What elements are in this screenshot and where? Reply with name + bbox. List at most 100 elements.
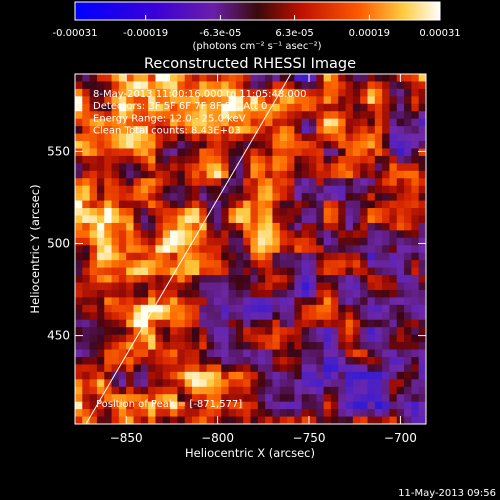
heatmap-cell <box>250 379 259 388</box>
heatmap-cell <box>177 103 186 112</box>
heatmap-cell <box>382 252 390 261</box>
heatmap-cell <box>382 409 390 417</box>
heatmap-cell <box>235 282 244 291</box>
heatmap-cell <box>82 178 91 187</box>
heatmap-cell <box>338 260 346 269</box>
heatmap-cell <box>279 208 288 216</box>
heatmap-cell <box>104 327 112 336</box>
heatmap-cell <box>111 178 120 187</box>
heatmap-cell <box>257 88 266 97</box>
heatmap-cell <box>133 155 142 164</box>
heatmap-cell <box>323 155 332 164</box>
heatmap-cell <box>221 394 229 403</box>
heatmap-cell <box>360 111 368 120</box>
heatmap-cell <box>279 193 288 201</box>
y-tick-label: 450 <box>47 329 70 343</box>
heatmap-cell <box>118 74 127 82</box>
heatmap-cell <box>265 297 273 306</box>
heatmap-cell <box>352 141 361 149</box>
heatmap-cell <box>287 401 295 410</box>
heatmap-cell <box>96 327 105 336</box>
heatmap-cell <box>89 379 98 388</box>
heatmap-cell <box>206 356 215 365</box>
heatmap-cell <box>235 185 244 194</box>
heatmap-cell <box>235 356 244 365</box>
heatmap-cell <box>279 230 288 239</box>
heatmap-cell <box>389 237 398 246</box>
heatmap-cell <box>294 215 303 224</box>
heatmap-cell <box>155 118 164 127</box>
heatmap-cell <box>250 193 259 201</box>
heatmap-cell <box>374 356 383 365</box>
heatmap-cell <box>257 208 266 216</box>
heatmap-cell <box>265 260 273 269</box>
heatmap-cell <box>228 178 237 187</box>
heatmap-cell <box>316 230 325 239</box>
heatmap-cell <box>294 327 303 336</box>
heatmap-cell <box>265 409 273 417</box>
heatmap-cell <box>228 356 237 365</box>
heatmap-cell <box>330 148 339 157</box>
heatmap-cell <box>184 327 193 336</box>
heatmap-cell <box>257 230 266 239</box>
heatmap-cell <box>352 289 361 298</box>
heatmap-cell <box>235 155 244 164</box>
heatmap-cell <box>301 222 310 231</box>
heatmap-cell <box>411 126 420 134</box>
heatmap-cell <box>418 88 426 97</box>
heatmap-cell <box>96 401 105 410</box>
heatmap-cell <box>104 356 112 365</box>
heatmap-cell <box>184 401 193 410</box>
heatmap-cell <box>257 371 266 380</box>
heatmap-cell <box>199 133 208 142</box>
heatmap-cell <box>140 111 149 120</box>
heatmap-cell <box>199 118 208 127</box>
heatmap-cell <box>75 155 83 164</box>
heatmap-cell <box>89 222 98 231</box>
heatmap-cell <box>118 282 127 291</box>
heatmap-cell <box>82 148 91 157</box>
heatmap-cell <box>111 118 120 127</box>
heatmap-cell <box>316 126 325 134</box>
heatmap-cell <box>140 103 149 112</box>
heatmap-cell <box>177 260 186 269</box>
heatmap-cell <box>301 289 310 298</box>
heatmap-cell <box>221 222 229 231</box>
heatmap-cell <box>104 342 112 350</box>
heatmap-cell <box>411 222 420 231</box>
heatmap-cell <box>140 334 149 343</box>
heatmap-cell <box>89 297 98 306</box>
heatmap-cell <box>104 245 112 254</box>
heatmap-cell <box>265 178 273 187</box>
heatmap-cell <box>82 96 91 105</box>
heatmap-cell <box>287 155 295 164</box>
heatmap-cell <box>213 327 222 336</box>
heatmap-cell <box>148 364 156 373</box>
heatmap-cell <box>96 111 105 120</box>
heatmap-cell <box>96 193 105 201</box>
heatmap-cell <box>118 371 127 380</box>
heatmap-cell <box>162 118 171 127</box>
heatmap-cell <box>389 356 398 365</box>
heatmap-cell <box>279 155 288 164</box>
heatmap-cell <box>192 81 200 90</box>
heatmap-cell <box>221 96 229 105</box>
heatmap-cell <box>411 334 420 343</box>
heatmap-cell <box>404 319 412 328</box>
heatmap-cell <box>177 349 186 358</box>
heatmap-cell <box>235 126 244 134</box>
heatmap-cell <box>323 356 332 365</box>
heatmap-cell <box>418 185 426 194</box>
heatmap-cell <box>418 200 426 209</box>
heatmap-cell <box>75 252 83 261</box>
heatmap-cell <box>287 252 295 261</box>
heatmap-cell <box>118 297 127 306</box>
heatmap-cell <box>396 96 405 105</box>
heatmap-cell <box>104 349 112 358</box>
heatmap-cell <box>126 386 134 395</box>
heatmap-cell <box>411 200 420 209</box>
heatmap-cell <box>75 81 83 90</box>
heatmap-cell <box>118 401 127 410</box>
heatmap-cell <box>162 401 171 410</box>
heatmap-cell <box>411 409 420 417</box>
